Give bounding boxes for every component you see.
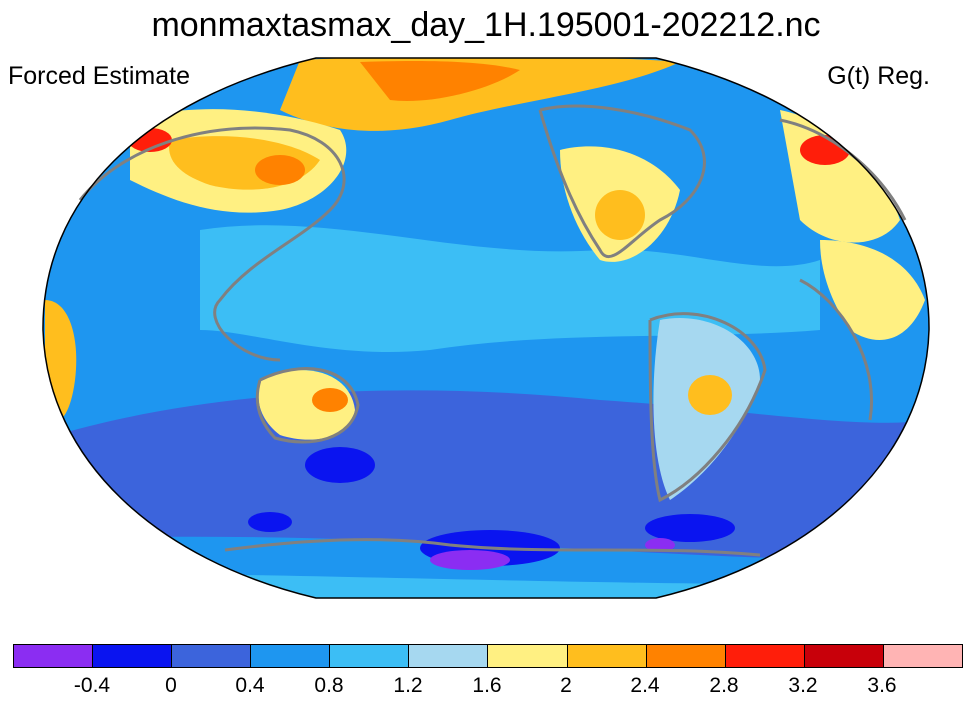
colorbar-tick-label: 3.2 (788, 674, 818, 697)
colorbar-swatch (725, 645, 805, 667)
map-title: monmaxtasmax_day_1H.195001-202212.nc (151, 6, 821, 44)
right-label: G(t) Reg. (827, 62, 930, 90)
colorbar-swatch (409, 645, 489, 667)
colorbar-tick-label: 0.4 (235, 674, 265, 697)
globe-outline (42, 57, 930, 599)
colorbar-swatch (488, 645, 568, 667)
colorbar-tick-label: 2 (560, 674, 572, 697)
colorbar-swatch (330, 645, 410, 667)
left-label: Forced Estimate (8, 62, 191, 90)
colorbar-swatch (567, 645, 647, 667)
colorbar-tick-label: 2.4 (630, 674, 660, 697)
colorbar-swatch (804, 645, 884, 667)
colorbar-swatch (172, 645, 252, 667)
colorbar-swatch (883, 645, 962, 667)
colorbar (13, 644, 963, 668)
colorbar-tick-label: 0.8 (314, 674, 344, 697)
colorbar-tick-label: 2.8 (709, 674, 739, 697)
colorbar-swatch (646, 645, 726, 667)
colorbar-ticks: -0.4 0 0.4 0.8 1.2 1.6 2 2.4 2.8 3.2 3.6 (13, 674, 961, 700)
colorbar-swatch (251, 645, 331, 667)
colorbar-tick-label: -0.4 (73, 674, 111, 697)
colorbar-tick-label: 1.2 (393, 674, 423, 697)
colorbar-tick-label: 3.6 (867, 674, 897, 697)
colorbar-tick-label: 1.6 (472, 674, 502, 697)
colorbar-tick-label: 0 (165, 674, 177, 697)
colorbar-swatch (93, 645, 173, 667)
colorbar-swatch (14, 645, 94, 667)
